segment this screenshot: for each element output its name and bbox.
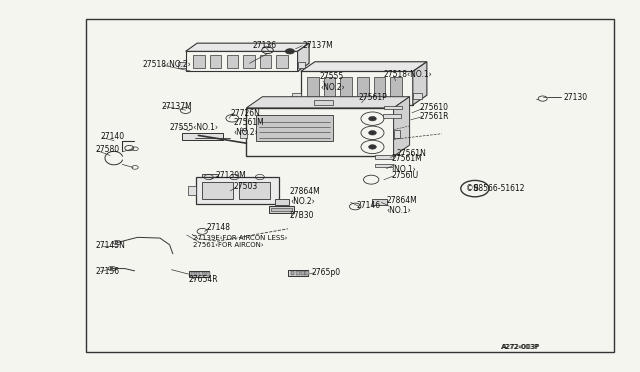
Bar — [301, 71, 413, 105]
Bar — [182, 133, 223, 140]
Text: A272‹003P: A272‹003P — [500, 344, 539, 350]
Bar — [276, 55, 288, 68]
Circle shape — [369, 116, 376, 121]
Text: 27146: 27146 — [356, 201, 381, 210]
Bar — [206, 272, 210, 276]
Circle shape — [369, 145, 376, 149]
Text: 27137M: 27137M — [303, 41, 333, 50]
Text: 27137M: 27137M — [162, 102, 193, 111]
Text: 27130: 27130 — [563, 93, 588, 102]
Bar — [210, 55, 221, 68]
Text: 27555‹NO.1›: 27555‹NO.1› — [170, 123, 219, 132]
Bar — [324, 77, 335, 101]
Text: 27561N: 27561N — [397, 149, 427, 158]
Bar — [292, 93, 301, 99]
Circle shape — [369, 131, 376, 135]
Bar — [394, 130, 400, 138]
Text: 27136: 27136 — [253, 41, 277, 50]
Bar — [275, 199, 289, 205]
Bar — [340, 77, 352, 101]
Bar — [196, 272, 200, 276]
Text: 27561P: 27561P — [358, 93, 387, 102]
Bar — [307, 77, 319, 101]
Bar — [260, 55, 271, 68]
Text: 27561R: 27561R — [419, 112, 449, 121]
Text: 275610: 275610 — [419, 103, 448, 112]
Bar — [86, 19, 614, 352]
Text: ©08566-51612: ©08566-51612 — [466, 184, 524, 193]
Bar — [298, 62, 305, 68]
Text: 27580: 27580 — [96, 145, 120, 154]
Bar — [202, 272, 205, 276]
Bar — [301, 271, 305, 275]
Bar — [202, 182, 233, 199]
Bar — [256, 115, 333, 141]
Text: 27148: 27148 — [206, 223, 230, 232]
Text: 2765р0: 2765р0 — [312, 268, 341, 277]
Bar — [357, 77, 369, 101]
Bar — [239, 182, 270, 199]
Bar — [314, 100, 333, 105]
Bar — [186, 51, 298, 71]
Bar — [375, 164, 393, 167]
Text: 27864M
‹NO.1›: 27864M ‹NO.1› — [387, 196, 417, 215]
Bar — [189, 271, 209, 277]
Bar — [191, 272, 195, 276]
Bar — [372, 199, 387, 205]
Text: 27561M
‹NO.1›: 27561M ‹NO.1› — [392, 154, 422, 174]
Text: 27503: 27503 — [234, 182, 258, 191]
Text: 27518‹NO.1›: 27518‹NO.1› — [384, 70, 433, 79]
Bar — [202, 174, 218, 180]
Bar — [193, 55, 205, 68]
Bar — [196, 177, 279, 204]
Bar — [288, 270, 308, 276]
Text: 2756IU: 2756IU — [392, 171, 419, 180]
Text: 27140: 27140 — [100, 132, 125, 141]
Text: 27518‹NO.2›: 27518‹NO.2› — [142, 60, 191, 69]
Bar — [269, 206, 294, 213]
Polygon shape — [413, 62, 427, 105]
Polygon shape — [394, 97, 410, 156]
Text: 27B30: 27B30 — [290, 211, 314, 220]
Text: 27726N: 27726N — [230, 109, 260, 118]
Text: 27139E‹FOR AIRCON LESS›
27561‹FOR AIRCON›: 27139E‹FOR AIRCON LESS› 27561‹FOR AIRCON… — [193, 235, 287, 247]
Bar — [243, 55, 255, 68]
Text: 27139M: 27139M — [216, 171, 246, 180]
Text: 27561M
‹NO.2›: 27561M ‹NO.2› — [234, 118, 264, 137]
Text: S: S — [472, 184, 478, 193]
Bar — [305, 271, 309, 275]
Text: A272‹003P: A272‹003P — [502, 344, 541, 350]
Bar — [375, 155, 393, 159]
Text: 27555
‹NO.2›: 27555 ‹NO.2› — [320, 72, 345, 92]
Bar — [384, 106, 402, 109]
Bar — [240, 130, 247, 138]
Text: 27864M
‹NO.2›: 27864M ‹NO.2› — [290, 187, 321, 206]
Polygon shape — [246, 97, 410, 108]
Polygon shape — [301, 62, 427, 71]
Text: 27145N: 27145N — [96, 241, 126, 250]
Circle shape — [285, 49, 294, 54]
Bar — [178, 62, 186, 68]
Bar — [383, 114, 401, 118]
Bar — [413, 93, 422, 99]
Bar — [227, 55, 238, 68]
Bar — [291, 271, 294, 275]
Polygon shape — [298, 43, 309, 71]
Text: 27654R: 27654R — [189, 275, 218, 283]
Bar — [374, 77, 385, 101]
Bar — [271, 208, 292, 211]
Polygon shape — [186, 43, 309, 51]
Bar — [188, 186, 196, 195]
Text: 27156: 27156 — [96, 267, 120, 276]
Bar — [296, 271, 300, 275]
Bar — [390, 77, 402, 101]
Bar — [246, 108, 394, 156]
